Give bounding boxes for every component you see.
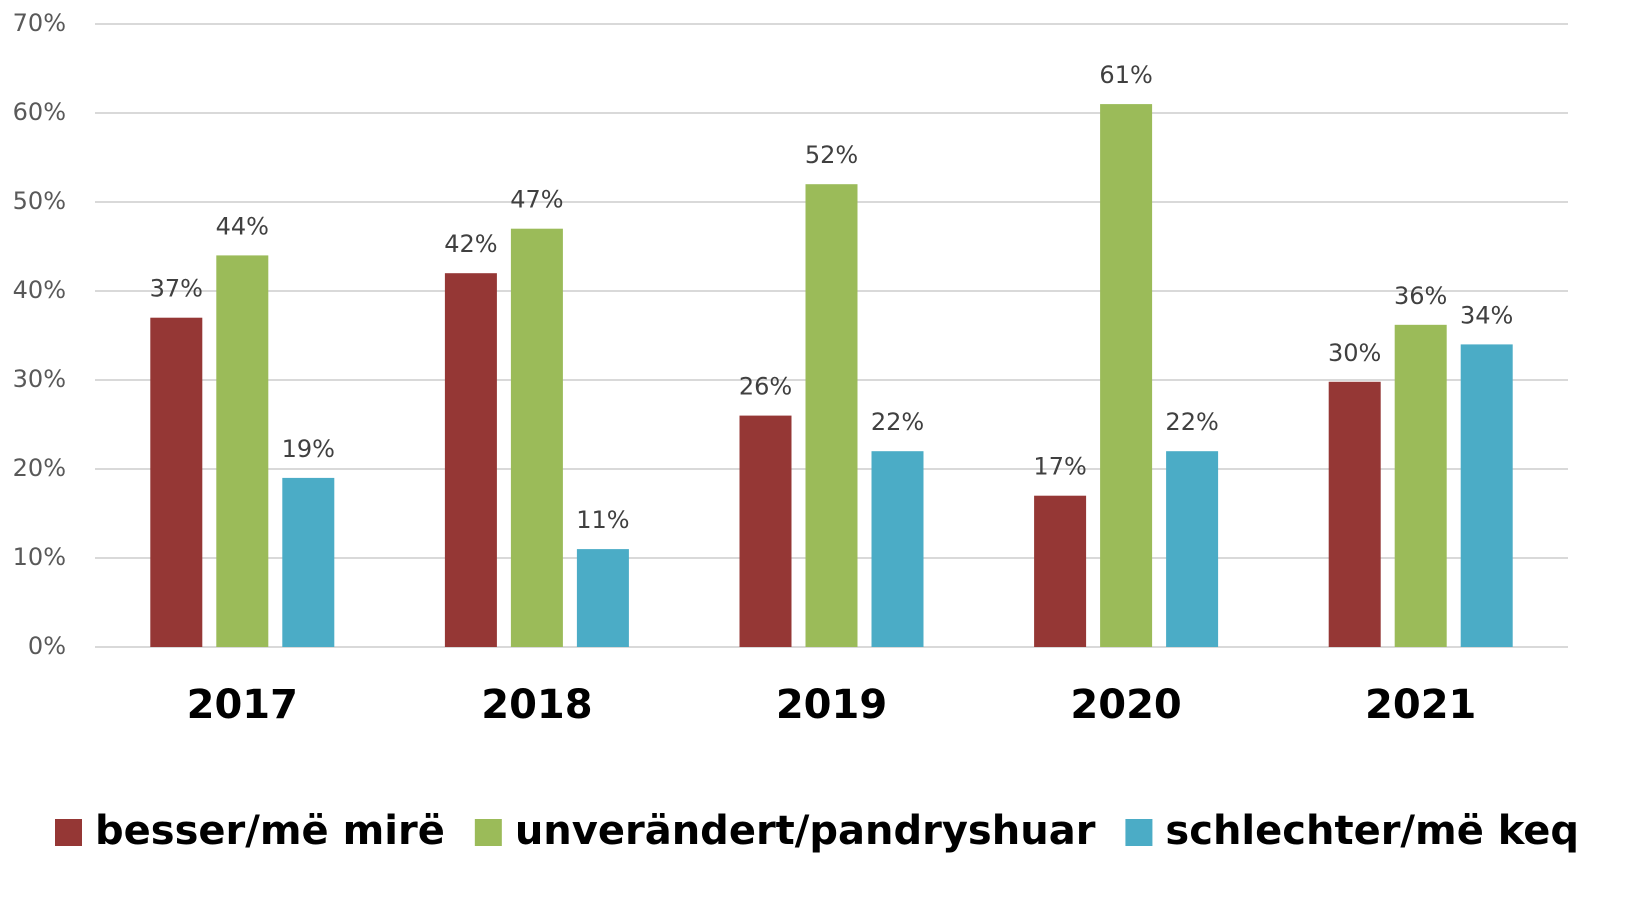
value-label: 37%	[150, 275, 203, 303]
legend-label: unverändert/pandryshuar	[515, 808, 1096, 854]
value-label: 17%	[1033, 453, 1086, 481]
bar	[1034, 495, 1087, 647]
bar	[216, 255, 269, 647]
value-label: 36%	[1394, 282, 1447, 310]
bar	[1166, 451, 1219, 647]
x-tick-label: 2021	[1365, 682, 1476, 728]
value-label: 44%	[216, 212, 269, 240]
legend-swatch	[55, 819, 82, 846]
legend-swatch	[474, 819, 502, 846]
legend-swatch	[1125, 819, 1153, 846]
value-label: 42%	[444, 230, 497, 258]
value-label: 22%	[871, 408, 924, 436]
y-tick-label: 10%	[13, 543, 66, 571]
value-label: 26%	[739, 373, 792, 401]
bar	[1394, 324, 1447, 647]
bar	[510, 228, 563, 647]
x-tick-label: 2017	[187, 682, 298, 728]
bar	[871, 451, 924, 647]
y-tick-label: 40%	[13, 276, 66, 304]
value-label: 30%	[1328, 339, 1381, 367]
bar	[1100, 104, 1153, 648]
bar	[150, 317, 203, 647]
bar	[739, 415, 792, 647]
value-label: 19%	[282, 435, 335, 463]
y-tick-label: 60%	[13, 98, 66, 126]
bar	[1328, 381, 1381, 647]
bar	[1460, 344, 1513, 647]
bar	[805, 184, 858, 647]
legend-label: besser/më mirë	[95, 808, 445, 854]
y-tick-label: 0%	[28, 632, 66, 660]
legend-label: schlechter/më keq	[1165, 808, 1579, 854]
y-tick-label: 20%	[13, 454, 66, 482]
bar	[282, 477, 335, 647]
x-tick-label: 2019	[776, 682, 887, 728]
y-tick-label: 50%	[13, 187, 66, 215]
y-tick-label: 30%	[13, 365, 66, 393]
value-label: 22%	[1165, 408, 1218, 436]
value-label: 61%	[1099, 61, 1152, 89]
value-label: 47%	[510, 186, 563, 214]
bar	[444, 273, 497, 647]
y-tick-label: 70%	[13, 9, 66, 37]
value-label: 34%	[1460, 301, 1513, 329]
x-tick-label: 2020	[1070, 682, 1181, 728]
value-label: 52%	[805, 141, 858, 169]
value-label: 11%	[576, 506, 629, 534]
bar	[576, 549, 629, 647]
x-tick-label: 2018	[481, 682, 592, 728]
